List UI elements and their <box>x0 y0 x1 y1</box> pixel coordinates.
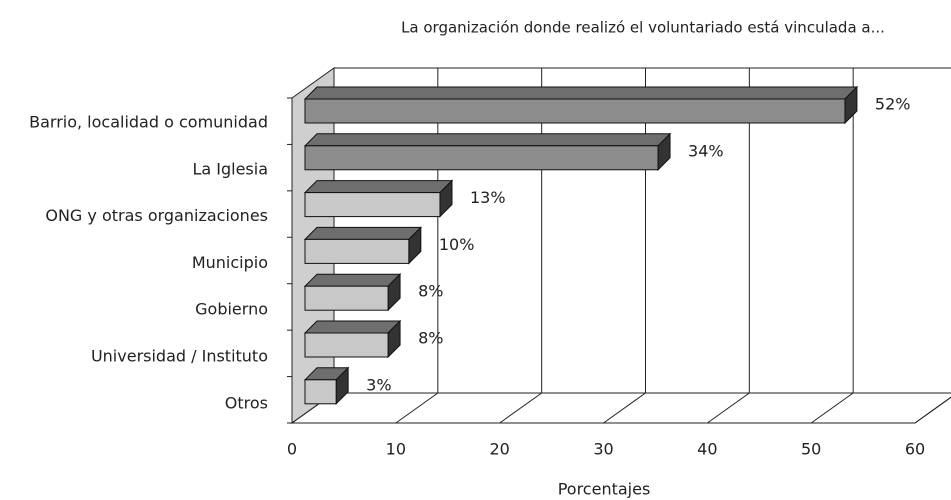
x-tick-label: 20 <box>489 440 509 459</box>
floor-grid-line <box>707 392 750 424</box>
bar <box>303 366 350 406</box>
bar <box>303 179 454 218</box>
bar-front <box>304 145 659 171</box>
bar-front <box>304 332 389 358</box>
x-tick-label: 40 <box>697 440 717 459</box>
y-tick-label: La Iglesia <box>192 159 268 178</box>
x-tick-label: 0 <box>287 440 297 459</box>
y-tick-label: Universidad / Instituto <box>91 347 268 366</box>
bar-front <box>304 238 410 264</box>
chart-title: La organización donde realizó el volunta… <box>401 19 885 37</box>
x-tick-label: 10 <box>386 440 406 459</box>
y-tick-label: Municipio <box>192 253 268 272</box>
value-label: 13% <box>470 188 506 207</box>
value-label: 52% <box>875 95 911 114</box>
bar-top <box>303 86 859 100</box>
bar <box>303 319 402 359</box>
floor-grid-line <box>914 396 951 424</box>
floor <box>290 392 951 424</box>
x-tick-label: 60 <box>905 440 925 459</box>
bar-top <box>303 180 454 194</box>
bar-front <box>304 379 337 405</box>
y-tick-label: Gobierno <box>195 300 268 319</box>
x-tick-label: 30 <box>593 440 613 459</box>
bar-front <box>304 98 846 124</box>
y-tick-label: Barrio, localidad o comunidad <box>29 113 268 132</box>
bar-front <box>304 192 441 218</box>
bar-top <box>303 226 423 240</box>
bar <box>303 226 423 265</box>
x-tick-label: 50 <box>801 440 821 459</box>
floor-grid-line <box>499 392 542 424</box>
floor-grid-line <box>603 392 646 424</box>
value-label: 8% <box>418 282 443 301</box>
bar-top <box>303 273 402 287</box>
floor-grid-line <box>395 392 439 424</box>
bar <box>303 132 672 172</box>
bar <box>303 272 402 312</box>
value-label: 34% <box>688 141 724 160</box>
bar-front <box>304 285 389 311</box>
bar-top <box>303 133 672 147</box>
y-tick-label: Otros <box>225 393 268 412</box>
y-tick-label: ONG y otras organizaciones <box>45 206 268 225</box>
value-label: 8% <box>418 329 443 348</box>
value-label: 3% <box>366 375 391 394</box>
bar <box>303 85 859 125</box>
bar-top <box>303 320 402 334</box>
value-label: 10% <box>439 235 475 254</box>
floor-grid-line <box>810 392 854 424</box>
x-axis-label: Porcentajes <box>558 480 651 499</box>
